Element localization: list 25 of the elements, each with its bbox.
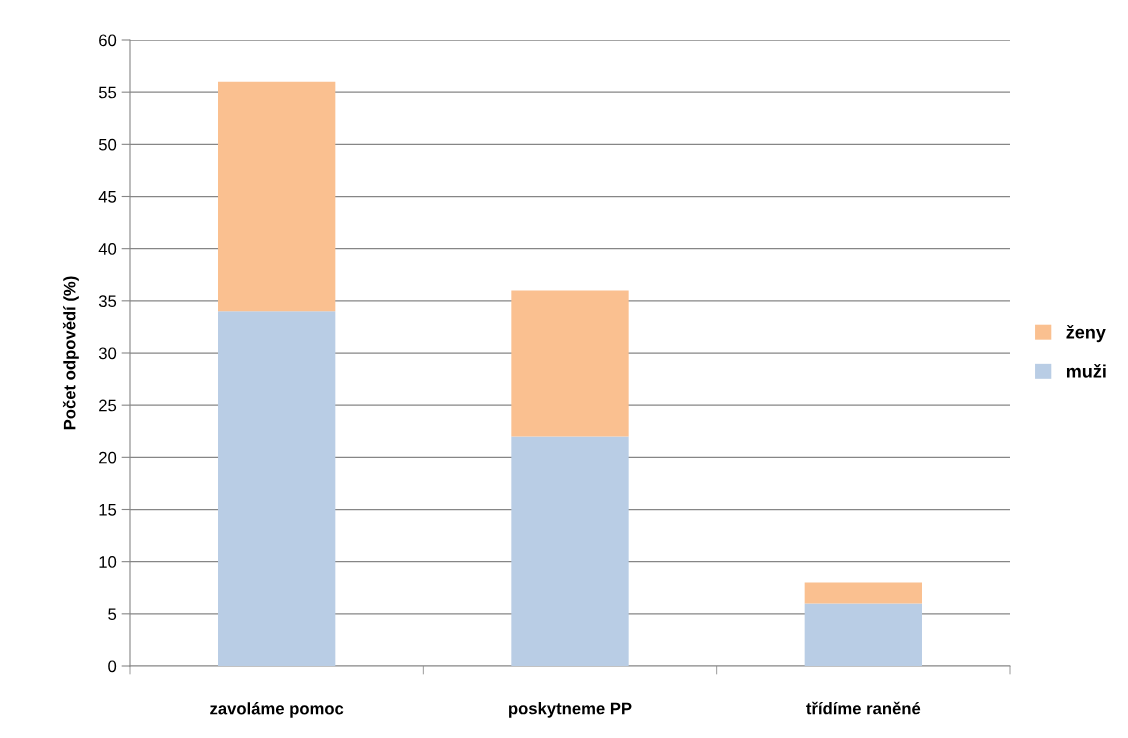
y-tick-label: 15 [99, 504, 117, 516]
y-tick-label: 5 [108, 608, 117, 621]
legend-label: muži [1066, 364, 1106, 378]
x-tick-label: třídíme raněné [806, 701, 921, 715]
y-tick-label: 35 [98, 295, 117, 308]
bar [511, 436, 629, 666]
legend-label: ženy [1066, 324, 1106, 343]
y-tick-label: 10 [99, 556, 117, 568]
y-tick-label: 20 [99, 451, 117, 464]
y-axis-title: Počet odpovědí (%) [62, 276, 79, 430]
y-tick-label: 40 [98, 243, 117, 255]
y-tick-label: 30 [98, 347, 117, 360]
bar [218, 311, 336, 666]
y-tick-label: 55 [98, 86, 117, 99]
y-tick-label: 25 [99, 399, 117, 412]
bar [804, 603, 922, 666]
y-tick-label: 0 [108, 660, 117, 673]
bar [511, 290, 629, 437]
bar [804, 582, 922, 604]
bar [218, 81, 336, 312]
x-tick-label: poskytneme PP [509, 702, 632, 718]
y-tick-label: 50 [98, 138, 117, 151]
y-tick-label: 60 [99, 34, 117, 47]
x-tick-label: zavoláme pomoc [210, 702, 344, 718]
y-tick-label: 45 [98, 191, 117, 203]
